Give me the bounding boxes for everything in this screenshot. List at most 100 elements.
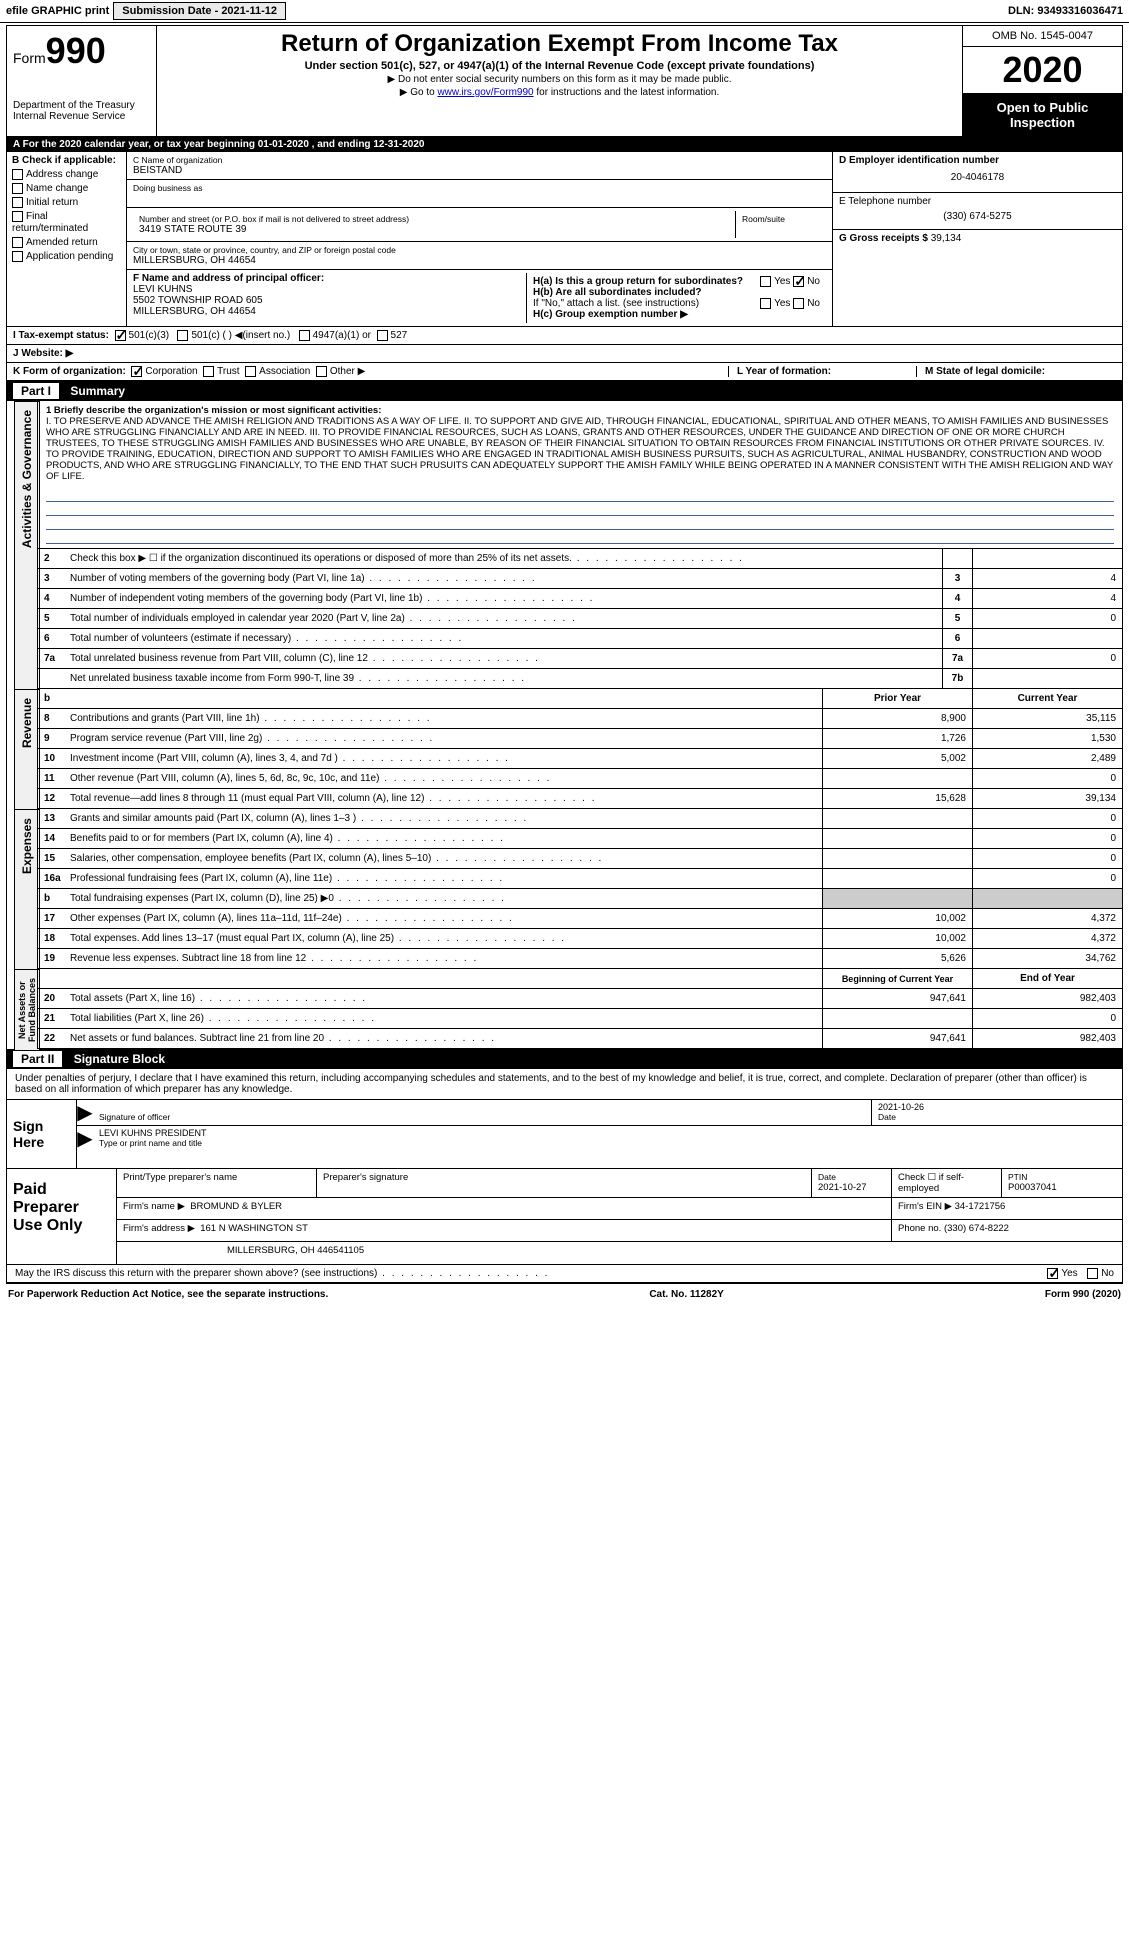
perjury-statement: Under penalties of perjury, I declare th… [7,1069,1122,1100]
hb-no: No [807,298,820,309]
paid-preparer-label: Paid Preparer Use Only [7,1169,117,1264]
ag-desc: Total unrelated business revenue from Pa… [66,651,942,666]
lane-exp-text: Expenses [20,810,34,882]
4947-checkbox[interactable] [299,330,310,341]
gross-value: 39,134 [931,233,962,244]
mission-text: I. TO PRESERVE AND ADVANCE THE AMISH REL… [46,416,1114,482]
rev-header-row: b Prior Year Current Year [38,689,1122,709]
lane-net-text: Net Assets or Fund Balances [17,970,37,1050]
box-d: D Employer identification number 20-4046… [832,152,1122,326]
section-netassets: Beginning of Current Year End of Year 20… [37,969,1122,1049]
hb-yes-checkbox[interactable] [760,298,771,309]
irs-label: Internal Revenue Service [13,111,150,122]
prior-val: 5,002 [822,749,972,768]
ag-line-2: 2Check this box ▶ ☐ if the organization … [38,549,1122,569]
street-address: 3419 STATE ROUTE 39 [139,224,729,235]
box-b-check-5[interactable] [12,251,23,262]
501c3-checkbox[interactable] [115,330,126,341]
part1-title: Summary [70,384,125,398]
firm-addr-label: Firm's address ▶ [123,1223,195,1234]
ln: 20 [38,993,66,1004]
ha-no-checkbox[interactable] [793,276,804,287]
opt-other: Other ▶ [330,366,365,377]
tel-label: E Telephone number [839,196,1116,207]
gross-label: G Gross receipts $ [839,233,928,244]
end-year-hdr: End of Year [972,969,1122,988]
prior-val: 947,641 [822,1029,972,1048]
opt-4947: 4947(a)(1) or [313,330,371,341]
prior-val [822,849,972,868]
firm-phone-label: Phone no. [898,1223,941,1234]
trust-checkbox[interactable] [203,366,214,377]
tax-period: A For the 2020 calendar year, or tax yea… [7,137,1122,152]
ag-desc: Net unrelated business taxable income fr… [66,671,942,686]
self-emp-label: Check ☐ if self-employed [892,1169,1002,1197]
header-left: Form990 Department of the Treasury Inter… [7,26,157,136]
form-990-frame: Form990 Department of the Treasury Inter… [6,25,1123,1284]
prior-val [822,869,972,888]
box-b-check-2[interactable] [12,197,23,208]
desc: Net assets or fund balances. Subtract li… [66,1031,822,1046]
527-checkbox[interactable] [377,330,388,341]
current-year-hdr: Current Year [972,689,1122,708]
exp-lines-row-4: bTotal fundraising expenses (Part IX, co… [38,889,1122,909]
hb-no-checkbox[interactable] [793,298,804,309]
k-label: K Form of organization: [13,366,126,377]
tel-value: (330) 674-5275 [839,207,1116,226]
sign-here-block: Sign Here ▶ Signature of officer 2021-10… [7,1100,1122,1169]
current-val: 0 [972,829,1122,848]
current-val: 0 [972,869,1122,888]
current-val: 1,530 [972,729,1122,748]
lane-rev-text: Revenue [20,690,34,756]
discuss-no-checkbox[interactable] [1087,1268,1098,1279]
exp-lines-row-6: 18Total expenses. Add lines 13–17 (must … [38,929,1122,949]
prior-val: 15,628 [822,789,972,808]
form-subtitle: Under section 501(c), 527, or 4947(a)(1)… [165,60,954,72]
discuss-yes-checkbox[interactable] [1047,1268,1058,1279]
box-b-check-3[interactable] [12,211,23,222]
ln: 14 [38,833,66,844]
ln: 18 [38,933,66,944]
box-b-check-1[interactable] [12,183,23,194]
form-prefix: Form [13,50,46,66]
part2-bar: Part II Signature Block [7,1049,1122,1069]
prior-val: 1,726 [822,729,972,748]
ha-yes-checkbox[interactable] [760,276,771,287]
dept-label: Department of the Treasury [13,100,150,111]
prior-val: 8,900 [822,709,972,728]
prep-date: 2021-10-27 [818,1182,885,1193]
box-b-check-4[interactable] [12,237,23,248]
net-lines-row-1: 21Total liabilities (Part X, line 26)0 [38,1009,1122,1029]
ag-val: 4 [972,589,1122,608]
header-mid: Return of Organization Exempt From Incom… [157,26,962,136]
ha-yes: Yes [774,276,790,287]
submission-date-button[interactable]: Submission Date - 2021-11-12 [113,2,286,20]
note-ssn: ▶ Do not enter social security numbers o… [165,74,954,85]
desc: Total assets (Part X, line 16) [66,991,822,1006]
corp-checkbox[interactable] [131,366,142,377]
irs-link[interactable]: www.irs.gov/Form990 [437,87,533,98]
box-b-title: B Check if applicable: [12,155,121,166]
ag-ln: 5 [38,613,66,624]
box-b-check-0[interactable] [12,169,23,180]
desc: Revenue less expenses. Subtract line 18 … [66,951,822,966]
assoc-checkbox[interactable] [245,366,256,377]
cat-no: Cat. No. 11282Y [649,1289,723,1300]
other-checkbox[interactable] [316,366,327,377]
desc: Program service revenue (Part VIII, line… [66,731,822,746]
ag-ln: 2 [38,553,66,564]
firm-ein-label: Firm's EIN ▶ [898,1201,952,1212]
opt-trust: Trust [217,366,239,377]
officer-addr2: MILLERSBURG, OH 44654 [133,306,526,317]
ln: 17 [38,913,66,924]
ag-val: 0 [972,649,1122,668]
501c-checkbox[interactable] [177,330,188,341]
part1-label: Part I [13,383,59,399]
sig-date-label: Date [878,1112,1116,1122]
firm-name: BROMUND & BYLER [190,1201,282,1212]
ag-line-6: Net unrelated business taxable income fr… [38,669,1122,689]
section-expenses: 13Grants and similar amounts paid (Part … [37,809,1122,969]
form-title: Return of Organization Exempt From Incom… [165,30,954,58]
ag-desc: Total number of volunteers (estimate if … [66,631,942,646]
opt-527: 527 [391,330,408,341]
